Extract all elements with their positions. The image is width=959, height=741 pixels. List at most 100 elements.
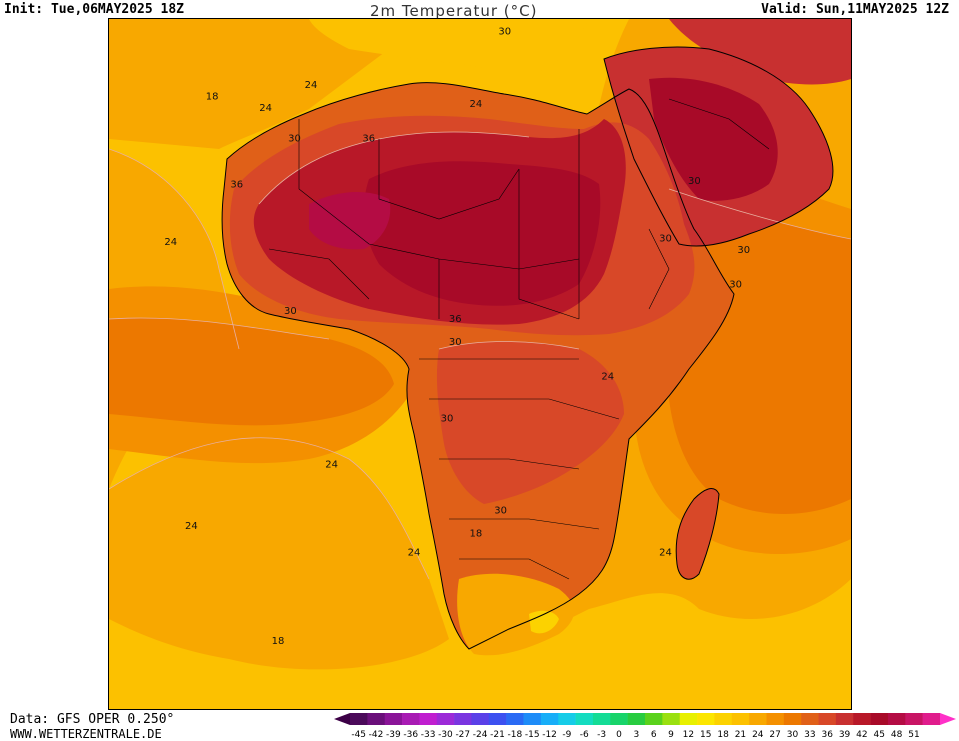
colorbar-tick-label: -3 (597, 730, 606, 740)
colorbar-tick-label: -21 (490, 730, 505, 740)
isotherm-label: 36 (230, 180, 243, 191)
isotherm-label: 24 (164, 237, 177, 248)
colorbar-tick-label: 21 (735, 730, 746, 740)
colorbar-tick-label: -30 (438, 730, 453, 740)
colorbar-tick-label: 39 (839, 730, 851, 740)
southern-africa-cool (457, 573, 574, 656)
isotherm-label: 30 (494, 506, 507, 517)
colorbar-swatch (766, 713, 785, 725)
colorbar-tick-label: 45 (874, 730, 885, 740)
valid-time-label: Valid: Sun,11MAY2025 12Z (761, 2, 949, 17)
colorbar-tick-label: -42 (369, 730, 384, 740)
colorbar-tick-label: 0 (616, 730, 622, 740)
colorbar-tick-label: -24 (473, 730, 488, 740)
isotherm-label: 24 (259, 103, 272, 114)
colorbar-tick-label: -36 (403, 730, 418, 740)
isotherm-label: 18 (206, 92, 219, 103)
isotherm-label: 36 (362, 134, 375, 145)
isotherm-label: 24 (185, 521, 198, 532)
colorbar-tick-label: 15 (700, 730, 711, 740)
isotherm-label: 30 (659, 233, 672, 244)
colorbar-swatch (471, 713, 490, 725)
colorbar-swatch (818, 713, 837, 725)
isotherm-label: 30 (449, 337, 462, 348)
colorbar-tick-label: -6 (580, 730, 589, 740)
temperature-colorbar: -45 -42 -39 -36 -33 -30 -27 -24 -21 -18 -15 -12 -9 -6… (334, 713, 956, 740)
colorbar-tick-label: -39 (386, 730, 401, 740)
colorbar-tick-label: 27 (769, 730, 780, 740)
chart-title: 2m Temperatur (°C) (370, 2, 538, 20)
colorbar-tick-label: 12 (683, 730, 694, 740)
colorbar-swatch (853, 713, 871, 725)
isotherm-label: 24 (659, 548, 672, 559)
colorbar-swatch (558, 713, 576, 725)
isotherm-label: 30 (284, 306, 297, 317)
colorbar-swatch (783, 713, 802, 725)
colorbar-swatch (887, 713, 906, 725)
colorbar-tick-label: -15 (525, 730, 540, 740)
isotherm-label: 24 (601, 371, 614, 382)
temperature-map: 18 24 24 30 24 30 36 30 36 24 30 30 30 30 36 30 24 30 24 24… (108, 18, 852, 710)
colorbar-tick-label: 9 (668, 730, 674, 740)
isotherm-label: 30 (288, 134, 301, 145)
colorbar-right-arrow (940, 713, 956, 725)
init-time-label: Init: Tue,06MAY2025 18Z (4, 2, 185, 17)
temperature-band-39-42 (363, 161, 601, 306)
isotherm-label: 24 (470, 99, 483, 110)
colorbar-swatch (697, 713, 715, 725)
colorbar-swatch (488, 713, 507, 725)
colorbar-swatch (679, 713, 698, 725)
country-borders (268, 98, 770, 580)
south-africa-highveld (529, 610, 559, 634)
colorbar-tick-label: -18 (507, 730, 522, 740)
southern-africa-warm (436, 341, 624, 504)
colorbar-swatch (662, 713, 680, 725)
temperature-band-42-45 (309, 192, 391, 250)
colorbar-tick-label: 33 (804, 730, 815, 740)
contour-label-layer: 18 24 24 30 24 30 36 30 36 24 30 30 30 30 36 30 24 30 24 24… (164, 26, 750, 647)
africa-coastline (221, 82, 735, 650)
colorbar-tick-label: -45 (351, 730, 366, 740)
colorbar-swatch (540, 713, 559, 725)
colorbar-tick-label: 18 (717, 730, 729, 740)
arabia-hot-core (649, 77, 778, 201)
isotherm-label: 18 (272, 636, 285, 647)
isotherm-label: 30 (688, 176, 701, 187)
colorbar-swatch (384, 713, 403, 725)
colorbar-tick-label: 36 (821, 730, 833, 740)
isotherm-label: 24 (408, 548, 421, 559)
colorbar-swatch (402, 713, 420, 725)
colorbar-tick-label: -9 (562, 730, 571, 740)
colorbar-swatch (419, 713, 438, 725)
colorbar-swatch (436, 713, 455, 725)
isotherm-label: 18 (470, 529, 483, 540)
colorbar-swatch (731, 713, 750, 725)
colorbar-tick-label: 6 (651, 730, 657, 740)
isotherm-label: 24 (325, 460, 338, 471)
colorbar-left-arrow (334, 713, 350, 725)
colorbar-swatch (592, 713, 611, 725)
colorbar-tick-label: 24 (752, 730, 764, 740)
isotherm-label: 30 (441, 414, 454, 425)
colorbar-swatch (835, 713, 854, 725)
madagascar-coastline (675, 488, 720, 580)
colorbar-swatch (506, 713, 524, 725)
colorbar-swatch (870, 713, 889, 725)
colorbar-swatch (350, 713, 368, 725)
colorbar-swatch (801, 713, 819, 725)
colorbar-swatch (645, 713, 663, 725)
colorbar-swatch (523, 713, 542, 725)
isotherm-lines (109, 131, 851, 580)
website-label: WWW.WETTERZENTRALE.DE (10, 727, 162, 741)
madagascar-landmass (676, 488, 719, 580)
colorbar-swatch (905, 713, 923, 725)
data-source-label: Data: GFS OPER 0.250° (10, 712, 175, 727)
colorbar-swatch (714, 713, 733, 725)
isotherm-label: 30 (737, 245, 750, 256)
map-canvas: 18 24 24 30 24 30 36 30 36 24 30 30 30 30 36 30 24 30 24 24… (109, 19, 851, 709)
colorbar-tick-label: 51 (908, 730, 919, 740)
colorbar-swatch (749, 713, 767, 725)
colorbar-tick-label: 30 (787, 730, 799, 740)
colorbar-swatch (610, 713, 628, 725)
colorbar-swatch (627, 713, 646, 725)
